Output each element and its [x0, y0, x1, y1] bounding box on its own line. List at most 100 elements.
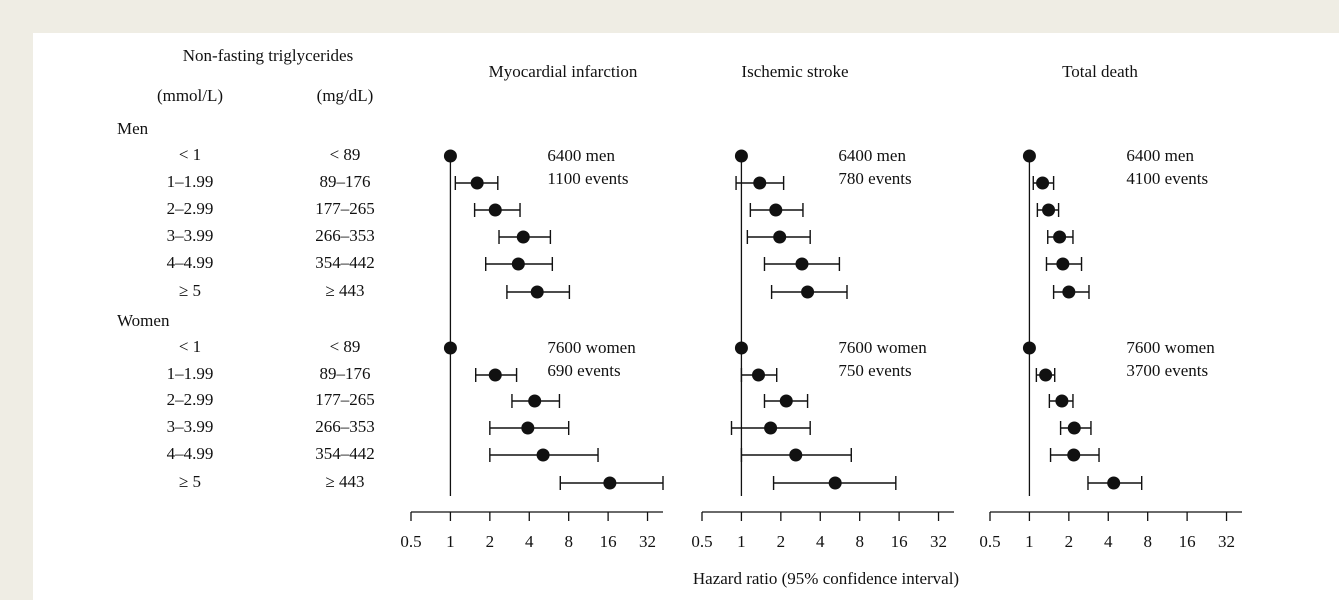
row-label: 177–265 — [315, 199, 375, 218]
point-estimate — [789, 448, 803, 462]
row-label: 1–1.99 — [167, 364, 214, 383]
point-estimate — [1067, 421, 1081, 435]
group-label: Men — [117, 119, 149, 138]
point-estimate — [443, 149, 457, 163]
annotation: 4100 events — [1126, 169, 1208, 188]
point-estimate — [516, 230, 530, 244]
group-label: Women — [117, 311, 170, 330]
x-tick-label: 8 — [564, 532, 573, 551]
x-tick-label: 0.5 — [400, 532, 421, 551]
x-tick-label: 16 — [891, 532, 908, 551]
x-tick-label: 1 — [1025, 532, 1034, 551]
x-tick-label: 32 — [639, 532, 656, 551]
x-tick-label: 4 — [816, 532, 825, 551]
annotation: 7600 women — [838, 338, 927, 357]
point-estimate — [1036, 176, 1050, 190]
x-tick-label: 4 — [1104, 532, 1113, 551]
row-label: 4–4.99 — [167, 253, 214, 272]
x-tick-label: 0.5 — [691, 532, 712, 551]
x-tick-label: 1 — [737, 532, 746, 551]
panel-title: Myocardial infarction — [489, 62, 638, 81]
point-estimate — [536, 448, 550, 462]
point-estimate — [511, 257, 525, 271]
x-tick-label: 2 — [777, 532, 786, 551]
point-estimate — [801, 285, 815, 299]
point-estimate — [470, 176, 484, 190]
row-label: 3–3.99 — [167, 226, 214, 245]
x-tick-label: 16 — [600, 532, 617, 551]
row-label: 354–442 — [315, 253, 375, 272]
point-estimate — [753, 176, 767, 190]
point-estimate — [751, 368, 765, 382]
point-estimate — [528, 394, 542, 408]
row-label: 177–265 — [315, 390, 375, 409]
point-estimate — [488, 203, 502, 217]
annotation: 780 events — [838, 169, 911, 188]
x-tick-label: 32 — [1218, 532, 1235, 551]
point-estimate — [1022, 149, 1036, 163]
annotation: 3700 events — [1126, 361, 1208, 380]
row-label: 2–2.99 — [167, 390, 214, 409]
row-label: 1–1.99 — [167, 172, 214, 191]
row-label: < 1 — [179, 337, 201, 356]
annotation: 7600 women — [547, 338, 636, 357]
point-estimate — [1107, 476, 1121, 490]
annotation: 6400 men — [1126, 146, 1194, 165]
point-estimate — [773, 230, 787, 244]
point-estimate — [1056, 257, 1070, 271]
point-estimate — [443, 341, 457, 355]
annotation: 1100 events — [547, 169, 628, 188]
point-estimate — [1042, 203, 1056, 217]
row-label: < 89 — [330, 337, 361, 356]
panel-title: Total death — [1062, 62, 1138, 81]
point-estimate — [828, 476, 842, 490]
x-axis-label: Hazard ratio (95% confidence interval) — [693, 569, 959, 588]
annotation: 6400 men — [838, 146, 906, 165]
point-estimate — [1022, 341, 1036, 355]
row-label: 89–176 — [320, 364, 371, 383]
point-estimate — [1055, 394, 1069, 408]
point-estimate — [779, 394, 793, 408]
point-estimate — [521, 421, 535, 435]
column-header: (mmol/L) — [157, 86, 223, 105]
annotation: 7600 women — [1126, 338, 1215, 357]
row-label: 89–176 — [320, 172, 371, 191]
row-header: Non-fasting triglycerides — [183, 46, 353, 65]
x-tick-label: 4 — [525, 532, 534, 551]
annotation: 690 events — [547, 361, 620, 380]
point-estimate — [769, 203, 783, 217]
row-label: ≥ 443 — [325, 281, 364, 300]
point-estimate — [795, 257, 809, 271]
point-estimate — [734, 341, 748, 355]
panel-title: Ischemic stroke — [741, 62, 848, 81]
point-estimate — [1039, 368, 1053, 382]
row-label: 3–3.99 — [167, 417, 214, 436]
x-tick-label: 0.5 — [979, 532, 1000, 551]
point-estimate — [530, 285, 544, 299]
x-tick-label: 8 — [855, 532, 864, 551]
point-estimate — [734, 149, 748, 163]
row-label: ≥ 5 — [179, 472, 201, 491]
row-label: 266–353 — [315, 417, 375, 436]
x-tick-label: 32 — [930, 532, 947, 551]
point-estimate — [764, 421, 778, 435]
x-tick-label: 1 — [446, 532, 455, 551]
column-header: (mg/dL) — [317, 86, 374, 105]
row-label: < 1 — [179, 145, 201, 164]
x-tick-label: 16 — [1179, 532, 1196, 551]
x-tick-label: 8 — [1143, 532, 1152, 551]
row-label: 2–2.99 — [167, 199, 214, 218]
point-estimate — [1062, 285, 1076, 299]
point-estimate — [488, 368, 502, 382]
annotation: 6400 men — [547, 146, 615, 165]
point-estimate — [1067, 448, 1081, 462]
row-label: < 89 — [330, 145, 361, 164]
point-estimate — [1053, 230, 1067, 244]
annotation: 750 events — [838, 361, 911, 380]
row-label: 4–4.99 — [167, 444, 214, 463]
row-label: ≥ 5 — [179, 281, 201, 300]
row-label: 266–353 — [315, 226, 375, 245]
row-label: 354–442 — [315, 444, 375, 463]
